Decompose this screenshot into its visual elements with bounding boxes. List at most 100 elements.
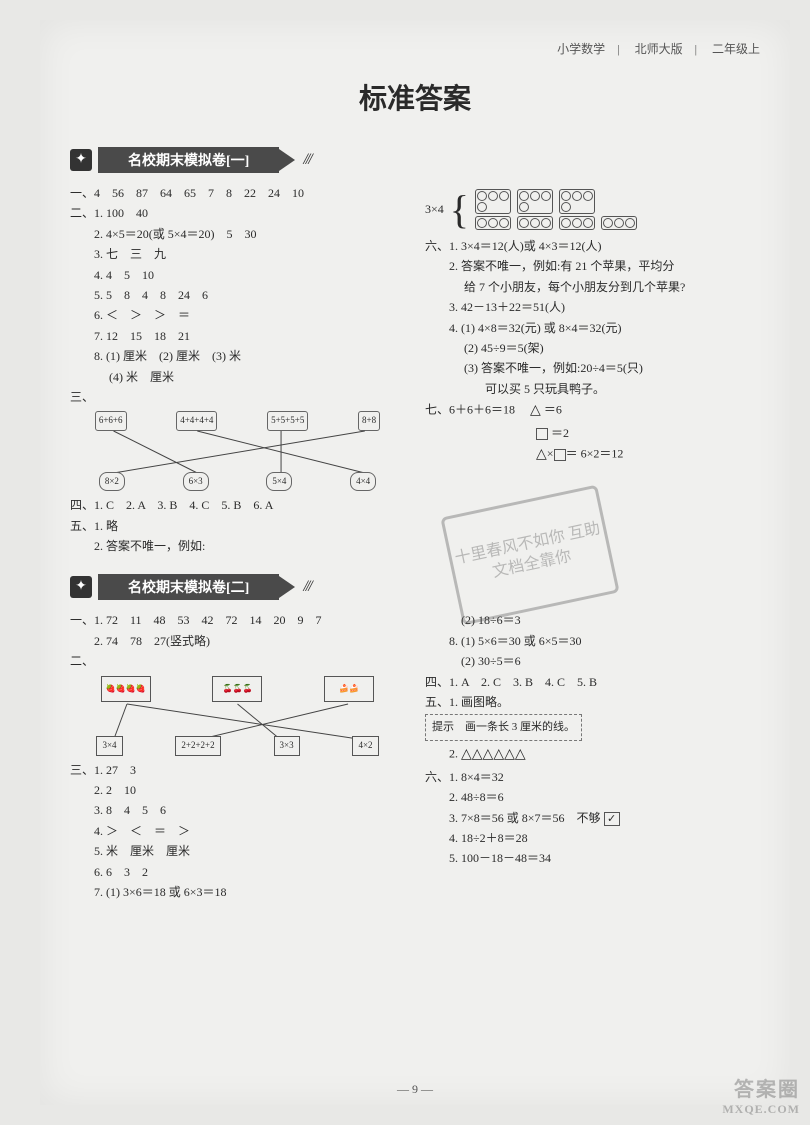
s2-r6c-line: 3. 7×8＝56 或 8×7＝56 不够 ✓ — [425, 808, 760, 828]
s1-line2: 二、1. 100 40 — [70, 203, 405, 223]
s1-line6c: 给 7 个小朋友，每个小朋友分到几个苹果? — [425, 277, 760, 297]
header-grade: 二年级上 — [712, 42, 760, 56]
s2-r5b: 2. △△△△△△ — [425, 743, 760, 767]
circle-group — [517, 189, 553, 214]
circle-group — [601, 216, 637, 230]
section2-banner: ✦ 名校期末模拟卷[二] /// — [70, 574, 760, 600]
section1-right: 3×4 { 六、1. 3×4＝12(人)或 4×3＝ — [425, 183, 760, 556]
cloud-box-3: 4×4 — [350, 472, 376, 491]
s1-line6d: 3. 42－13＋22＝51(人) — [425, 297, 760, 317]
array-3x4: 3×4 { — [425, 187, 760, 232]
s1-line7: 七、6＋6＋6＝18 △ ＝6 — [425, 399, 760, 423]
s1-line2b: 2. 4×5＝20(或 5×4＝20) 5 30 — [70, 224, 405, 244]
s2-l3g: 7. (1) 3×6＝18 或 6×3＝18 — [70, 882, 405, 902]
bee-diagram: 6+6+6 4+4+4+4 5+5+5+5 8+8 8×2 6×3 5×4 4×… — [70, 411, 405, 491]
s2-l3f: 6. 6 3 2 — [70, 862, 405, 882]
s1-line5: 五、1. 略 — [70, 516, 405, 536]
banner-tail — [279, 576, 295, 598]
section2-title: 名校期末模拟卷[二] — [98, 574, 279, 600]
s1-line6f: (2) 45÷9＝5(架) — [425, 338, 760, 358]
section2-right: (2) 18÷6＝3 8. (1) 5×6＝30 或 6×5＝30 (2) 30… — [425, 610, 760, 902]
s1-line7d: 6×2＝12 — [581, 447, 624, 461]
s2-r5: 五、1. 画图略。 — [425, 692, 760, 712]
s2-r6c: 3. 7×8＝56 或 8×7＝56 不够 — [425, 811, 601, 825]
square-icon — [554, 449, 566, 461]
section2-left: 一、1. 72 11 48 53 42 72 14 20 9 7 2. 74 7… — [70, 610, 405, 902]
banner-stripes: /// — [303, 578, 310, 596]
s1-line2e: 5. 5 8 4 8 24 6 — [70, 285, 405, 305]
s1-line2c: 3. 七 三 九 — [70, 244, 405, 264]
s2-r6: 六、1. 8×4＝32 — [425, 767, 760, 787]
fruit-bot-3: 4×2 — [352, 736, 378, 755]
s1-line2f: 6. ＜ ＞ ＞ ＝ — [70, 305, 405, 325]
cloud-box-1: 6×3 — [183, 472, 209, 491]
section1-left: 一、4 56 87 64 65 7 8 22 24 10 二、1. 100 40… — [70, 183, 405, 556]
s2-r1: (2) 18÷6＝3 — [425, 610, 760, 630]
section1-columns: 一、4 56 87 64 65 7 8 22 24 10 二、1. 100 40… — [70, 183, 760, 556]
s1-line2d: 4. 4 5 10 — [70, 265, 405, 285]
triangle-icon: △△△△△△ — [461, 743, 526, 767]
s1-line7sq: ＝2 — [425, 423, 760, 443]
bulb-icon: ✦ — [70, 149, 92, 171]
header-edition: 北师大版 — [635, 42, 683, 56]
fruit-diagram: 🍓🍓🍓🍓 🍒🍒🍒 🍰🍰 3×4 2+2+2+2 3×3 4×2 — [70, 676, 405, 756]
s2-r6e: 5. 100－18－48＝34 — [425, 848, 760, 868]
s1-line6b: 2. 答案不唯一，例如:有 21 个苹果，平均分 — [425, 256, 760, 276]
check-icon: ✓ — [604, 812, 620, 826]
s1-line7b: ＝6 — [544, 403, 562, 417]
s2-l1: 一、1. 72 11 48 53 42 72 14 20 9 7 — [70, 610, 405, 630]
s1-line2g: 7. 12 15 18 21 — [70, 326, 405, 346]
bulb-icon: ✦ — [70, 576, 92, 598]
page-header: 小学数学 | 北师大版 | 二年级上 — [70, 40, 760, 57]
header-subject: 小学数学 — [557, 42, 605, 56]
s1-line4: 四、1. C 2. A 3. B 4. C 5. B 6. A — [70, 495, 405, 515]
watermark-main: 答案圈 — [722, 1073, 800, 1102]
banner-stripes: /// — [303, 151, 310, 169]
s1-line6g: (3) 答案不唯一，例如:20÷4＝5(只) — [425, 358, 760, 378]
section1-banner: ✦ 名校期末模拟卷[一] /// — [70, 147, 760, 173]
watermark: 答案圈 MXQE.COM — [722, 1073, 800, 1117]
fruit-bot-1: 2+2+2+2 — [175, 736, 220, 755]
page-title: 标准答案 — [70, 77, 760, 117]
s1-line6h: 可以买 5 只玩具鸭子。 — [425, 379, 760, 399]
page-number: — 9 — — [40, 1082, 790, 1097]
s1-line6: 六、1. 3×4＝12(人)或 4×3＝12(人) — [425, 236, 760, 256]
s2-l3c: 3. 8 4 5 6 — [70, 800, 405, 820]
cloud-box-2: 5×4 — [266, 472, 292, 491]
circle-group — [475, 189, 511, 214]
cloud-box-0: 8×2 — [99, 472, 125, 491]
s2-l1b: 2. 74 78 27(竖式略) — [70, 631, 405, 651]
tip-box: 提示 画一条长 3 厘米的线。 — [425, 714, 582, 741]
s1-line7tri: △×＝ 6×2＝12 — [425, 443, 760, 467]
circle-group — [559, 189, 595, 214]
s2-r5b-text: 2. — [425, 747, 461, 761]
s2-l3: 三、1. 27 3 — [70, 760, 405, 780]
s1-line3: 三、 — [70, 387, 405, 407]
fruit-bot-0: 3×4 — [96, 736, 122, 755]
s1-line7c: ＝2 — [551, 426, 569, 440]
section1-title: 名校期末模拟卷[一] — [98, 147, 279, 173]
brace-icon: { — [450, 196, 469, 224]
triangle-icon: △ — [530, 399, 541, 423]
circle-arrays — [475, 187, 637, 232]
watermark-sub: MXQE.COM — [722, 1102, 800, 1117]
s2-l3d: 4. ＞ ＜ ＝ ＞ — [70, 821, 405, 841]
s2-r1c: (2) 30÷5＝6 — [425, 651, 760, 671]
circle-group — [517, 216, 553, 230]
s2-l3e: 5. 米 厘米 厘米 — [70, 841, 405, 861]
s1-line7a: 七、6＋6＋6＝18 — [425, 403, 515, 417]
triangle-icon: △ — [536, 443, 547, 467]
s1-line2h: 8. (1) 厘米 (2) 厘米 (3) 米 — [70, 346, 405, 366]
s2-l3b: 2. 2 10 — [70, 780, 405, 800]
square-icon — [536, 428, 548, 440]
section2-columns: 一、1. 72 11 48 53 42 72 14 20 9 7 2. 74 7… — [70, 610, 760, 902]
s1-line6e: 4. (1) 4×8＝32(元) 或 8×4＝32(元) — [425, 318, 760, 338]
s1-line5b: 2. 答案不唯一，例如: — [70, 536, 405, 556]
fruit-bot-2: 3×3 — [274, 736, 300, 755]
banner-tail — [279, 149, 295, 171]
array-label: 3×4 — [425, 199, 444, 219]
s2-r1b: 8. (1) 5×6＝30 或 6×5＝30 — [425, 631, 760, 651]
s2-r6b: 2. 48÷8＝6 — [425, 787, 760, 807]
page: 小学数学 | 北师大版 | 二年级上 标准答案 ✦ 名校期末模拟卷[一] ///… — [40, 20, 790, 1105]
s1-line1: 一、4 56 87 64 65 7 8 22 24 10 — [70, 183, 405, 203]
